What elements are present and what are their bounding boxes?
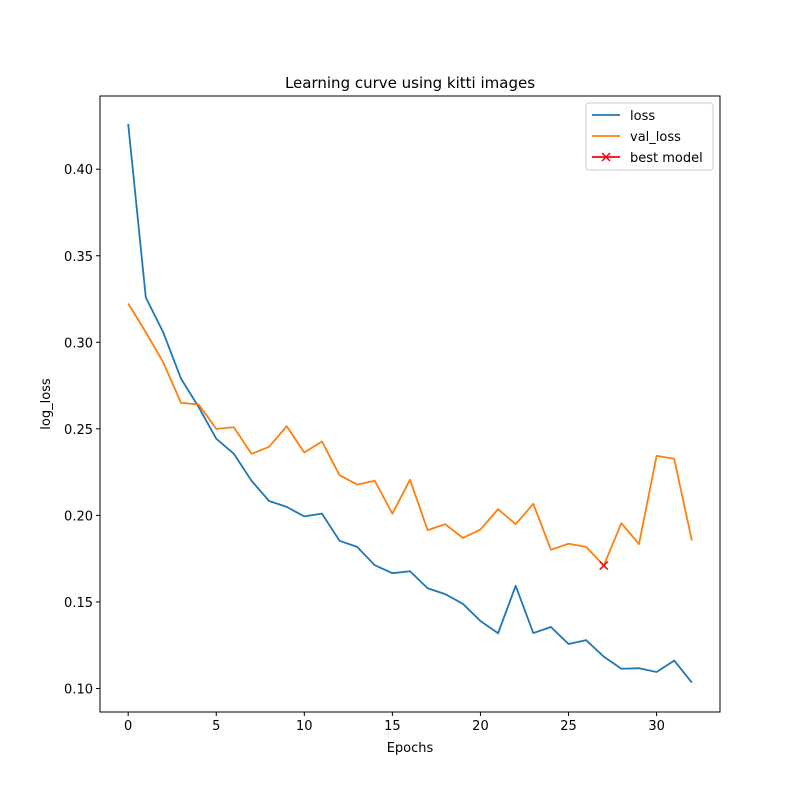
x-tick-label: 0 [124,719,132,734]
y-tick-label: 0.15 [64,596,93,611]
y-tick-label: 0.40 [64,163,93,178]
chart-title: Learning curve using kitti images [285,74,535,92]
x-tick-label: 25 [560,719,577,734]
legend-entry: val_loss [592,130,681,145]
best-model-marker [599,561,609,571]
y-axis: 0.10 0.15 0.20 0.25 0.30 0.35 0.40 [64,163,100,697]
y-tick-label: 0.25 [64,423,93,438]
x-tick-label: 5 [212,719,220,734]
legend-label: val_loss [630,130,681,145]
legend-label: loss [630,109,655,124]
plot-frame [99,95,721,713]
series-layer [127,123,693,684]
x-tick-label: 10 [296,719,313,734]
y-tick-label: 0.20 [64,509,93,524]
x-tick-label: 20 [472,719,489,734]
legend-label: best model [630,151,703,166]
x-axis: 0 5 10 15 20 25 30 [124,712,665,734]
series-line-val-loss [127,303,693,567]
legend-entry: loss [592,109,655,124]
legend-marker-stroke [601,152,611,162]
legend-entry: best model [592,151,703,166]
marker-layer [599,561,609,571]
plot-area [100,96,720,712]
y-tick-label: 0.35 [64,250,93,265]
x-axis-label: Epochs [387,741,434,756]
y-tick-label: 0.10 [64,682,93,697]
best-model-marker-stroke [599,561,609,571]
x-tick-label: 15 [384,719,401,734]
y-axis-label: log_loss [39,378,54,430]
x-tick-label: 30 [648,719,665,734]
series-line-loss [127,123,693,684]
legend-box [585,102,714,171]
y-tick-label: 0.30 [64,336,93,351]
